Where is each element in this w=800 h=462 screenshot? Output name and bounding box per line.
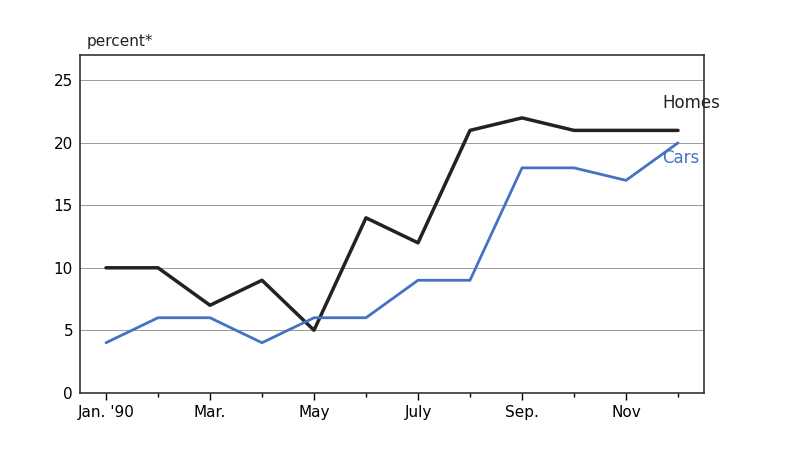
Text: Homes: Homes <box>662 94 720 112</box>
Text: percent*: percent* <box>86 34 153 49</box>
Text: Cars: Cars <box>662 149 700 167</box>
